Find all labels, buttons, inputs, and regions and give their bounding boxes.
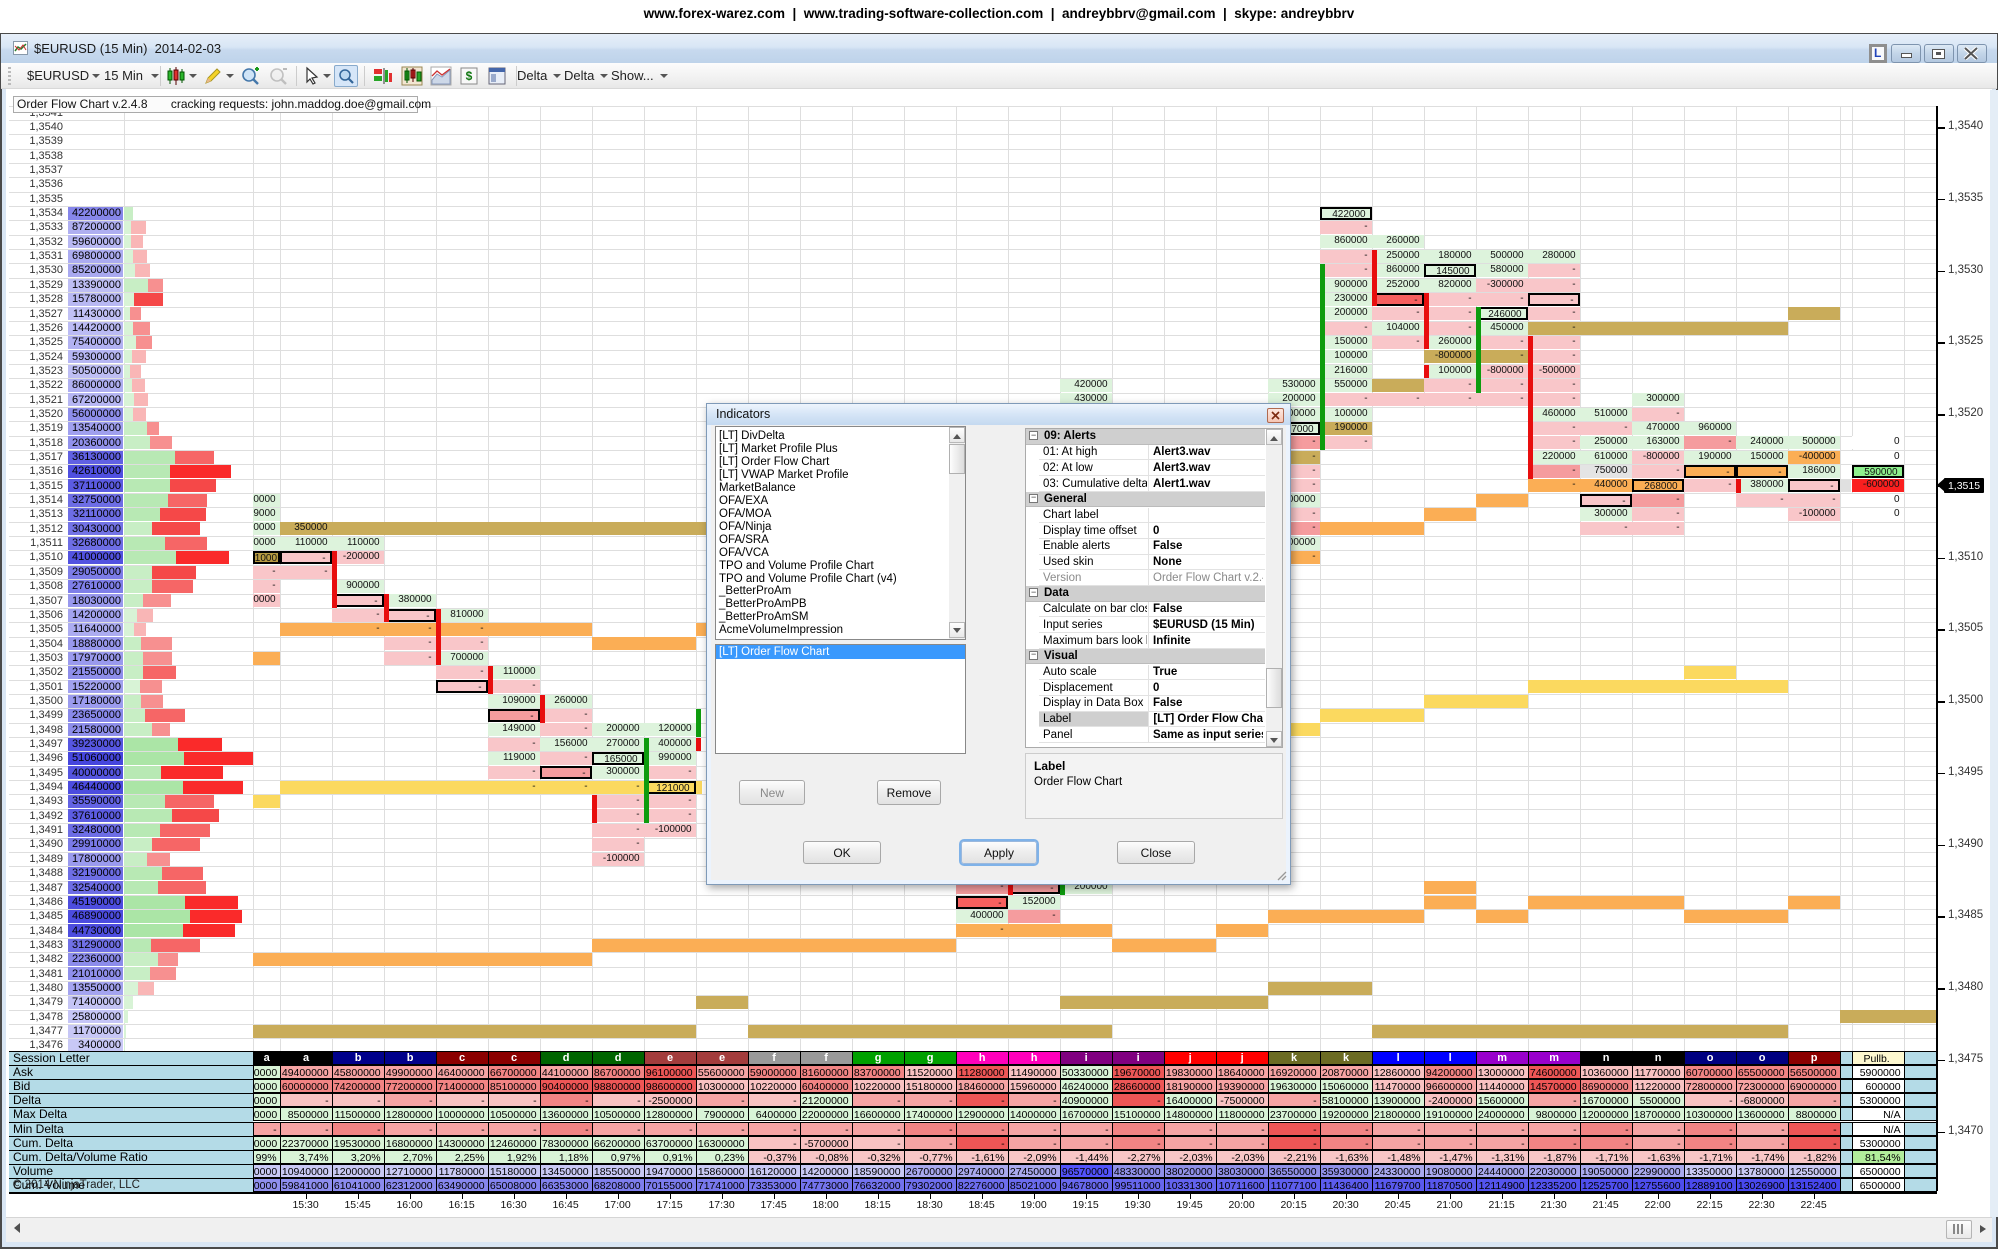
svg-text:$: $ [466, 69, 473, 83]
